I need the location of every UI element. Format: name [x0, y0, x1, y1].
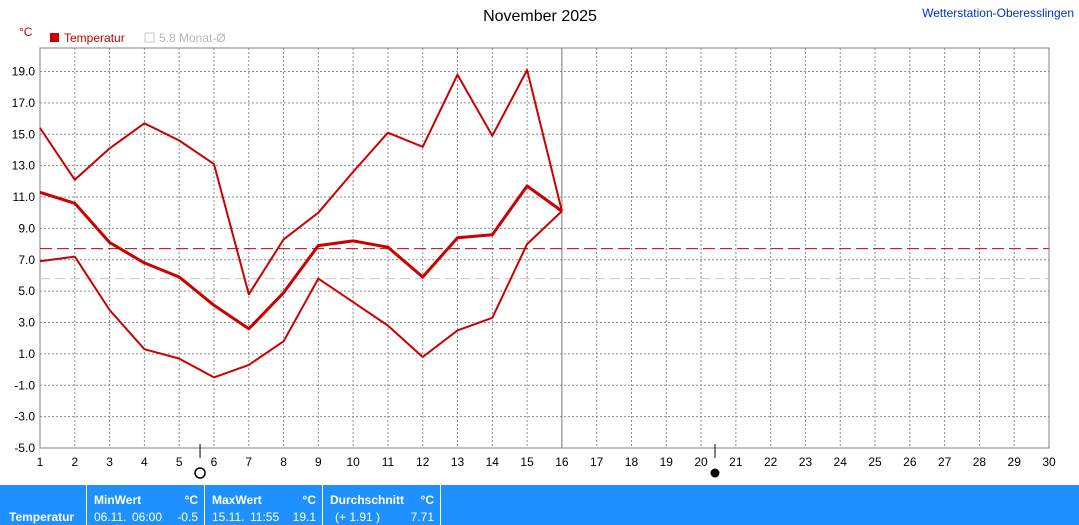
series	[39, 69, 563, 379]
x-tick-label: 17	[590, 455, 604, 469]
min-temperature-line	[39, 210, 563, 379]
max-value: 19.1	[292, 510, 316, 524]
y-tick-label: 19.0	[12, 65, 36, 79]
x-tick-label: 8	[280, 455, 287, 469]
legend-temperature-swatch	[50, 33, 59, 42]
min-head: MinWert	[94, 493, 142, 507]
y-tick-label: 13.0	[12, 159, 36, 173]
avg-diff: (+ 1.91 )	[335, 510, 381, 524]
x-tick-label: 10	[346, 455, 360, 469]
stats-label-cell: Temperatur	[0, 485, 87, 525]
y-tick-label: 7.0	[18, 253, 35, 267]
x-tick-label: 12	[416, 455, 430, 469]
x-tick-label: 28	[973, 455, 987, 469]
max-time: 11:55	[250, 510, 280, 524]
min-stat-cell: MinWert °C 06.11. 06:00 -0.5	[87, 485, 205, 525]
x-tick-label: 5	[176, 455, 183, 469]
grid	[40, 48, 1049, 448]
x-tick-label: 24	[834, 455, 848, 469]
x-tick-label: 26	[903, 455, 917, 469]
x-tick-label: 22	[764, 455, 778, 469]
stats-label: Temperatur	[9, 510, 75, 524]
x-axis-ticks: 1 2 3 4 5 6 7 8 9 10 11 12 13 14 15 16 17 18 19 20 21 22 23 24 2…	[37, 455, 1056, 469]
full-moon-icon	[194, 467, 206, 479]
temperature-chart: November 2025 Wetterstation-Oberesslinge…	[12, 6, 1074, 479]
min-unit: °C	[184, 493, 198, 507]
avg-head: Durchschnitt	[330, 493, 405, 507]
min-value: -0.5	[177, 510, 198, 524]
avg-unit: °C	[420, 493, 434, 507]
reference-lines	[40, 248, 1049, 280]
x-tick-label: 1	[37, 455, 44, 469]
x-tick-label: 15	[520, 455, 534, 469]
y-tick-label: 17.0	[12, 96, 36, 110]
plot-area	[39, 47, 1050, 449]
x-tick-label: 16	[555, 455, 569, 469]
chart-title: November 2025	[483, 8, 597, 25]
x-tick-label: 9	[315, 455, 322, 469]
legend-month-avg-label: 5.8 Monat-Ø	[159, 31, 226, 45]
x-tick-label: 23	[799, 455, 813, 469]
y-tick-label: 5.0	[18, 284, 35, 298]
x-tick-label: 4	[141, 455, 148, 469]
x-tick-label: 29	[1008, 455, 1022, 469]
y-tick-label: 9.0	[18, 221, 35, 235]
y-axis-ticks: 19.0 17.0 15.0 13.0 11.0 9.0 7.0 5.0 3.0 1.0 -1.0 -…	[12, 65, 36, 455]
y-tick-label: -5.0	[14, 441, 35, 455]
max-date: 15.11.	[212, 510, 245, 524]
avg-stat-cell: Durchschnitt °C (+ 1.91 ) 7.71	[323, 485, 441, 525]
x-tick-label: 30	[1042, 455, 1056, 469]
x-tick-label: 21	[729, 455, 743, 469]
avg-value: 7.71	[410, 510, 434, 524]
min-time: 06:00	[132, 510, 163, 524]
x-tick-label: 25	[868, 455, 882, 469]
min-date: 06.11.	[94, 510, 127, 524]
moon-phases	[194, 444, 720, 479]
y-tick-label: 3.0	[18, 316, 35, 330]
legend-month-avg-swatch	[144, 32, 155, 43]
station-name[interactable]: Wetterstation-Oberesslingen	[922, 6, 1074, 20]
x-tick-label: 13	[451, 455, 465, 469]
y-tick-label: 11.0	[13, 190, 36, 204]
max-head: MaxWert	[212, 493, 262, 507]
max-temperature-line	[39, 69, 563, 296]
x-tick-label: 2	[71, 455, 78, 469]
max-unit: °C	[302, 493, 316, 507]
y-tick-label: 1.0	[18, 347, 35, 361]
x-tick-label: 7	[245, 455, 252, 469]
stats-bar: Temperatur MinWert °C 06.11. 06:00 -0.5 …	[0, 485, 1079, 525]
x-tick-label: 14	[486, 455, 500, 469]
x-tick-label: 27	[938, 455, 952, 469]
x-tick-label: 18	[625, 455, 639, 469]
x-tick-label: 3	[106, 455, 113, 469]
y-tick-label: 15.0	[12, 127, 36, 141]
x-tick-label: 11	[382, 455, 395, 469]
new-moon-icon	[710, 468, 720, 478]
x-tick-label: 19	[660, 455, 674, 469]
y-tick-label: -1.0	[14, 378, 35, 392]
x-tick-label: 20	[694, 455, 708, 469]
max-stat-cell: MaxWert °C 15.11. 11:55 19.1	[205, 485, 323, 525]
mean-temperature-line	[39, 184, 563, 331]
x-tick-label: 6	[211, 455, 218, 469]
y-axis-unit: °C	[19, 25, 33, 39]
y-tick-label: -3.0	[14, 410, 35, 424]
legend-temperature-label: Temperatur	[64, 31, 125, 45]
